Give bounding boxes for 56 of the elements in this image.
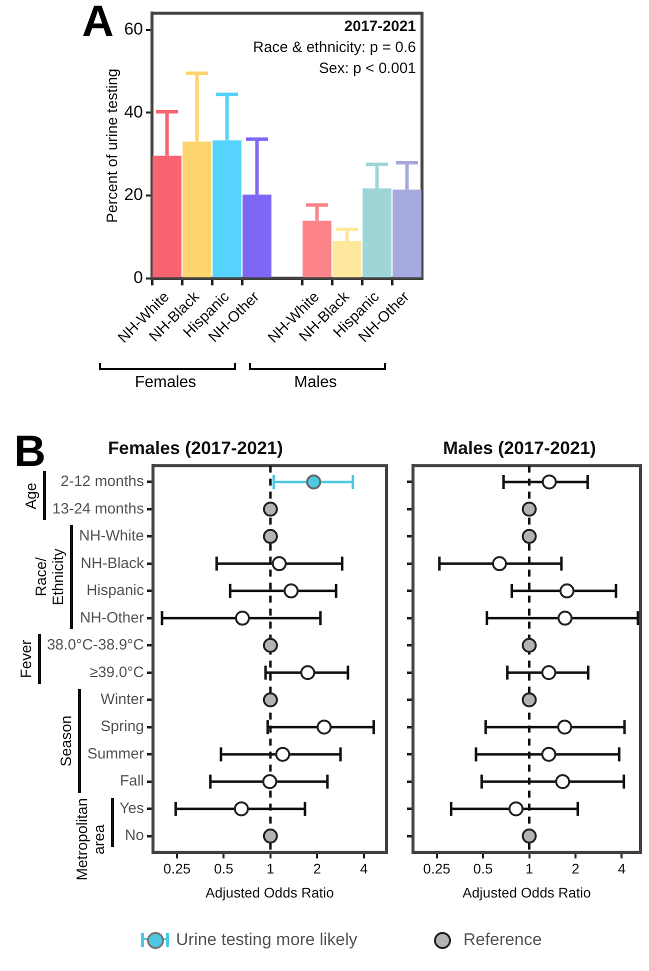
point	[522, 528, 537, 544]
legend-label: Reference	[463, 930, 542, 950]
annotation: Sex: p < 0.001	[318, 60, 416, 77]
point	[522, 638, 537, 653]
text: Metropolitan area	[74, 798, 108, 880]
y-tick-label: 2-12 months	[60, 473, 144, 490]
y-tick-label: Summer	[87, 745, 144, 762]
y-tick-label: 40	[124, 102, 143, 122]
point	[559, 583, 574, 598]
annotation: Race & ethnicity: p = 0.6	[252, 38, 416, 56]
x-axis-title: Adjusted Odds Ratio	[206, 884, 334, 900]
point	[522, 828, 537, 844]
text: Males	[293, 374, 338, 392]
text: Fever	[18, 640, 35, 678]
y-tick-label: 20	[124, 185, 143, 204]
x-tick-label: 1	[525, 860, 534, 877]
y-tick-label: NH-White	[78, 528, 144, 545]
y-axis-title: Percent of urine testing	[104, 68, 122, 223]
y-tick-label: NH-Other	[80, 609, 144, 626]
y-tick-label: Fall	[120, 772, 144, 790]
point	[522, 692, 537, 708]
y-tick-label: ≥39.0°C	[90, 664, 144, 681]
text: Season	[58, 715, 76, 766]
y-tick-label: No	[124, 827, 144, 844]
y-tick-label: 38.0°C-38.9°C	[46, 636, 144, 654]
chart-title: Males (2017-2021)	[442, 438, 596, 458]
x-tick-label: 0.25	[163, 860, 191, 877]
y-tick-label: Hispanic	[86, 582, 144, 600]
point	[558, 610, 573, 626]
y-tick-label: 13-24 months	[52, 500, 144, 518]
text: Age	[23, 482, 40, 509]
x-tick-label: 2	[313, 860, 322, 877]
point	[557, 720, 572, 735]
y-tick-label: Spring	[100, 718, 144, 736]
text: Race/ Ethnicity	[33, 548, 67, 606]
x-tick-label: 4	[360, 860, 368, 877]
x-tick-label: 0.5	[214, 860, 234, 877]
x-tick-label: 0.5	[473, 860, 493, 877]
x-tick-label: 2	[572, 860, 580, 877]
text: Females	[134, 374, 198, 392]
x-tick-label: 4	[618, 860, 626, 877]
point	[555, 774, 570, 790]
x-tick-label: 1	[266, 860, 275, 877]
y-tick-label: Yes	[120, 800, 144, 817]
y-tick-label: 0	[134, 268, 143, 287]
annotation: 2017-2021	[344, 18, 416, 35]
y-tick-label: Winter	[100, 691, 144, 708]
y-tick-label: 60	[124, 19, 143, 38]
point	[522, 502, 537, 517]
chart-title: Females (2017-2021)	[108, 438, 284, 458]
text: B	[14, 427, 46, 476]
legend-label: Urine testing more likely	[176, 930, 358, 950]
x-axis-title: Adjusted Odds Ratio	[462, 884, 592, 900]
x-tick-label: 0.25	[423, 860, 451, 877]
y-tick-label: NH-Black	[80, 554, 144, 572]
text: A	[82, 0, 114, 46]
